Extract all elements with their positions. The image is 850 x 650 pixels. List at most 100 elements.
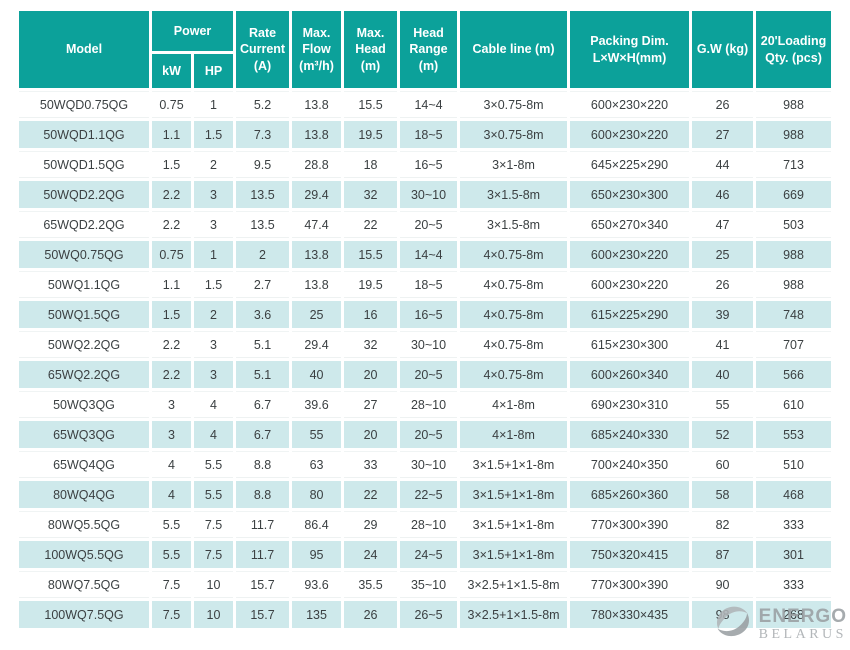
cell-max-flow: 28.8 (292, 151, 342, 178)
cell-gw: 39 (692, 301, 754, 328)
cell-model: 50WQD1.5QG (19, 151, 149, 178)
cell-rate-current: 6.7 (236, 391, 290, 418)
cell-model: 65WQD2.2QG (19, 211, 149, 238)
cell-model: 65WQ3QG (19, 421, 149, 448)
cell-model: 80WQ7.5QG (19, 571, 149, 598)
cell-gw: 27 (692, 121, 754, 148)
cell-loading-qty: 503 (756, 211, 832, 238)
cell-cable-line: 3×1.5+1×1-8m (460, 481, 568, 508)
cell-rate-current: 5.1 (236, 331, 290, 358)
cell-hp: 10 (194, 601, 234, 628)
cell-hp: 3 (194, 181, 234, 208)
cell-model: 50WQD2.2QG (19, 181, 149, 208)
cell-cable-line: 3×2.5+1×1.5-8m (460, 601, 568, 628)
cell-cable-line: 4×1-8m (460, 391, 568, 418)
cell-hp: 1.5 (194, 271, 234, 298)
cell-head-range: 20~5 (400, 211, 458, 238)
cell-max-flow: 29.4 (292, 181, 342, 208)
cell-max-flow: 13.8 (292, 271, 342, 298)
cell-model: 80WQ4QG (19, 481, 149, 508)
spec-table: Model Power Rate Current (A) Max. Flow (… (16, 8, 834, 631)
cell-rate-current: 15.7 (236, 601, 290, 628)
cell-hp: 7.5 (194, 541, 234, 568)
cell-kw: 2.2 (152, 361, 191, 388)
cell-cable-line: 4×0.75-8m (460, 271, 568, 298)
col-header-gw: G.W (kg) (692, 11, 754, 88)
cell-rate-current: 11.7 (236, 511, 290, 538)
cell-max-head: 26 (344, 601, 398, 628)
cell-head-range: 20~5 (400, 361, 458, 388)
cell-max-flow: 25 (292, 301, 342, 328)
cell-rate-current: 3.6 (236, 301, 290, 328)
cell-model: 65WQ2.2QG (19, 361, 149, 388)
cell-loading-qty: 510 (756, 451, 832, 478)
table-row: 50WQ0.75QG 0.75 1 2 13.8 15.5 14~4 4×0.75-8m 600… (19, 241, 832, 268)
cell-max-head: 32 (344, 331, 398, 358)
cell-kw: 1.5 (152, 151, 191, 178)
cell-max-flow: 13.8 (292, 241, 342, 268)
cell-head-range: 24~5 (400, 541, 458, 568)
cell-packing-dim: 600×260×340 (570, 361, 690, 388)
cell-hp: 1 (194, 241, 234, 268)
cell-gw: 58 (692, 481, 754, 508)
cell-cable-line: 4×0.75-8m (460, 241, 568, 268)
col-header-rate-current: Rate Current (A) (236, 11, 290, 88)
cell-kw: 3 (152, 421, 191, 448)
cell-hp: 4 (194, 421, 234, 448)
table-row: 50WQ1.5QG 1.5 2 3.6 25 16 16~5 4×0.75-8m 615×225… (19, 301, 832, 328)
table-row: 50WQ3QG 3 4 6.7 39.6 27 28~10 4×1-8m 690×230×310… (19, 391, 832, 418)
cell-gw: 46 (692, 181, 754, 208)
col-header-kw: kW (152, 54, 191, 88)
cell-max-flow: 86.4 (292, 511, 342, 538)
cell-kw: 1.1 (152, 121, 191, 148)
cell-max-flow: 135 (292, 601, 342, 628)
cell-rate-current: 8.8 (236, 481, 290, 508)
cell-loading-qty: 988 (756, 271, 832, 298)
cell-gw: 60 (692, 451, 754, 478)
cell-rate-current: 13.5 (236, 181, 290, 208)
cell-rate-current: 2 (236, 241, 290, 268)
table-row: 65WQ3QG 3 4 6.7 55 20 20~5 4×1-8m 685×240×330 52 5… (19, 421, 832, 448)
cell-max-flow: 63 (292, 451, 342, 478)
cell-rate-current: 8.8 (236, 451, 290, 478)
cell-loading-qty: 468 (756, 481, 832, 508)
cell-max-flow: 13.8 (292, 121, 342, 148)
cell-packing-dim: 700×240×350 (570, 451, 690, 478)
cell-rate-current: 6.7 (236, 421, 290, 448)
table-row: 50WQD1.1QG 1.1 1.5 7.3 13.8 19.5 18~5 3×0.75-8m… (19, 121, 832, 148)
cell-gw: 52 (692, 421, 754, 448)
col-header-cable-line: Cable line (m) (460, 11, 568, 88)
cell-rate-current: 11.7 (236, 541, 290, 568)
cell-cable-line: 4×0.75-8m (460, 301, 568, 328)
table-row: 50WQ1.1QG 1.1 1.5 2.7 13.8 19.5 18~5 4×0.75-8m 6… (19, 271, 832, 298)
col-header-hp: HP (194, 54, 234, 88)
cell-gw: 41 (692, 331, 754, 358)
cell-head-range: 22~5 (400, 481, 458, 508)
cell-packing-dim: 690×230×310 (570, 391, 690, 418)
cell-kw: 0.75 (152, 91, 191, 118)
cell-loading-qty: 713 (756, 151, 832, 178)
cell-cable-line: 3×0.75-8m (460, 91, 568, 118)
cell-kw: 4 (152, 481, 191, 508)
table-row: 50WQD1.5QG 1.5 2 9.5 28.8 18 16~5 3×1-8m 645×225… (19, 151, 832, 178)
cell-model: 100WQ5.5QG (19, 541, 149, 568)
col-header-model: Model (19, 11, 149, 88)
cell-max-head: 20 (344, 361, 398, 388)
cell-packing-dim: 615×225×290 (570, 301, 690, 328)
cell-hp: 7.5 (194, 511, 234, 538)
cell-cable-line: 3×1.5+1×1-8m (460, 511, 568, 538)
cell-packing-dim: 650×270×340 (570, 211, 690, 238)
cell-gw: 40 (692, 361, 754, 388)
cell-cable-line: 4×0.75-8m (460, 361, 568, 388)
cell-rate-current: 5.2 (236, 91, 290, 118)
cell-head-range: 28~10 (400, 391, 458, 418)
cell-rate-current: 15.7 (236, 571, 290, 598)
cell-gw: 26 (692, 91, 754, 118)
cell-model: 100WQ7.5QG (19, 601, 149, 628)
cell-kw: 2.2 (152, 211, 191, 238)
cell-packing-dim: 600×230×220 (570, 241, 690, 268)
cell-max-head: 19.5 (344, 121, 398, 148)
cell-kw: 2.2 (152, 181, 191, 208)
cell-packing-dim: 600×230×220 (570, 121, 690, 148)
cell-rate-current: 5.1 (236, 361, 290, 388)
